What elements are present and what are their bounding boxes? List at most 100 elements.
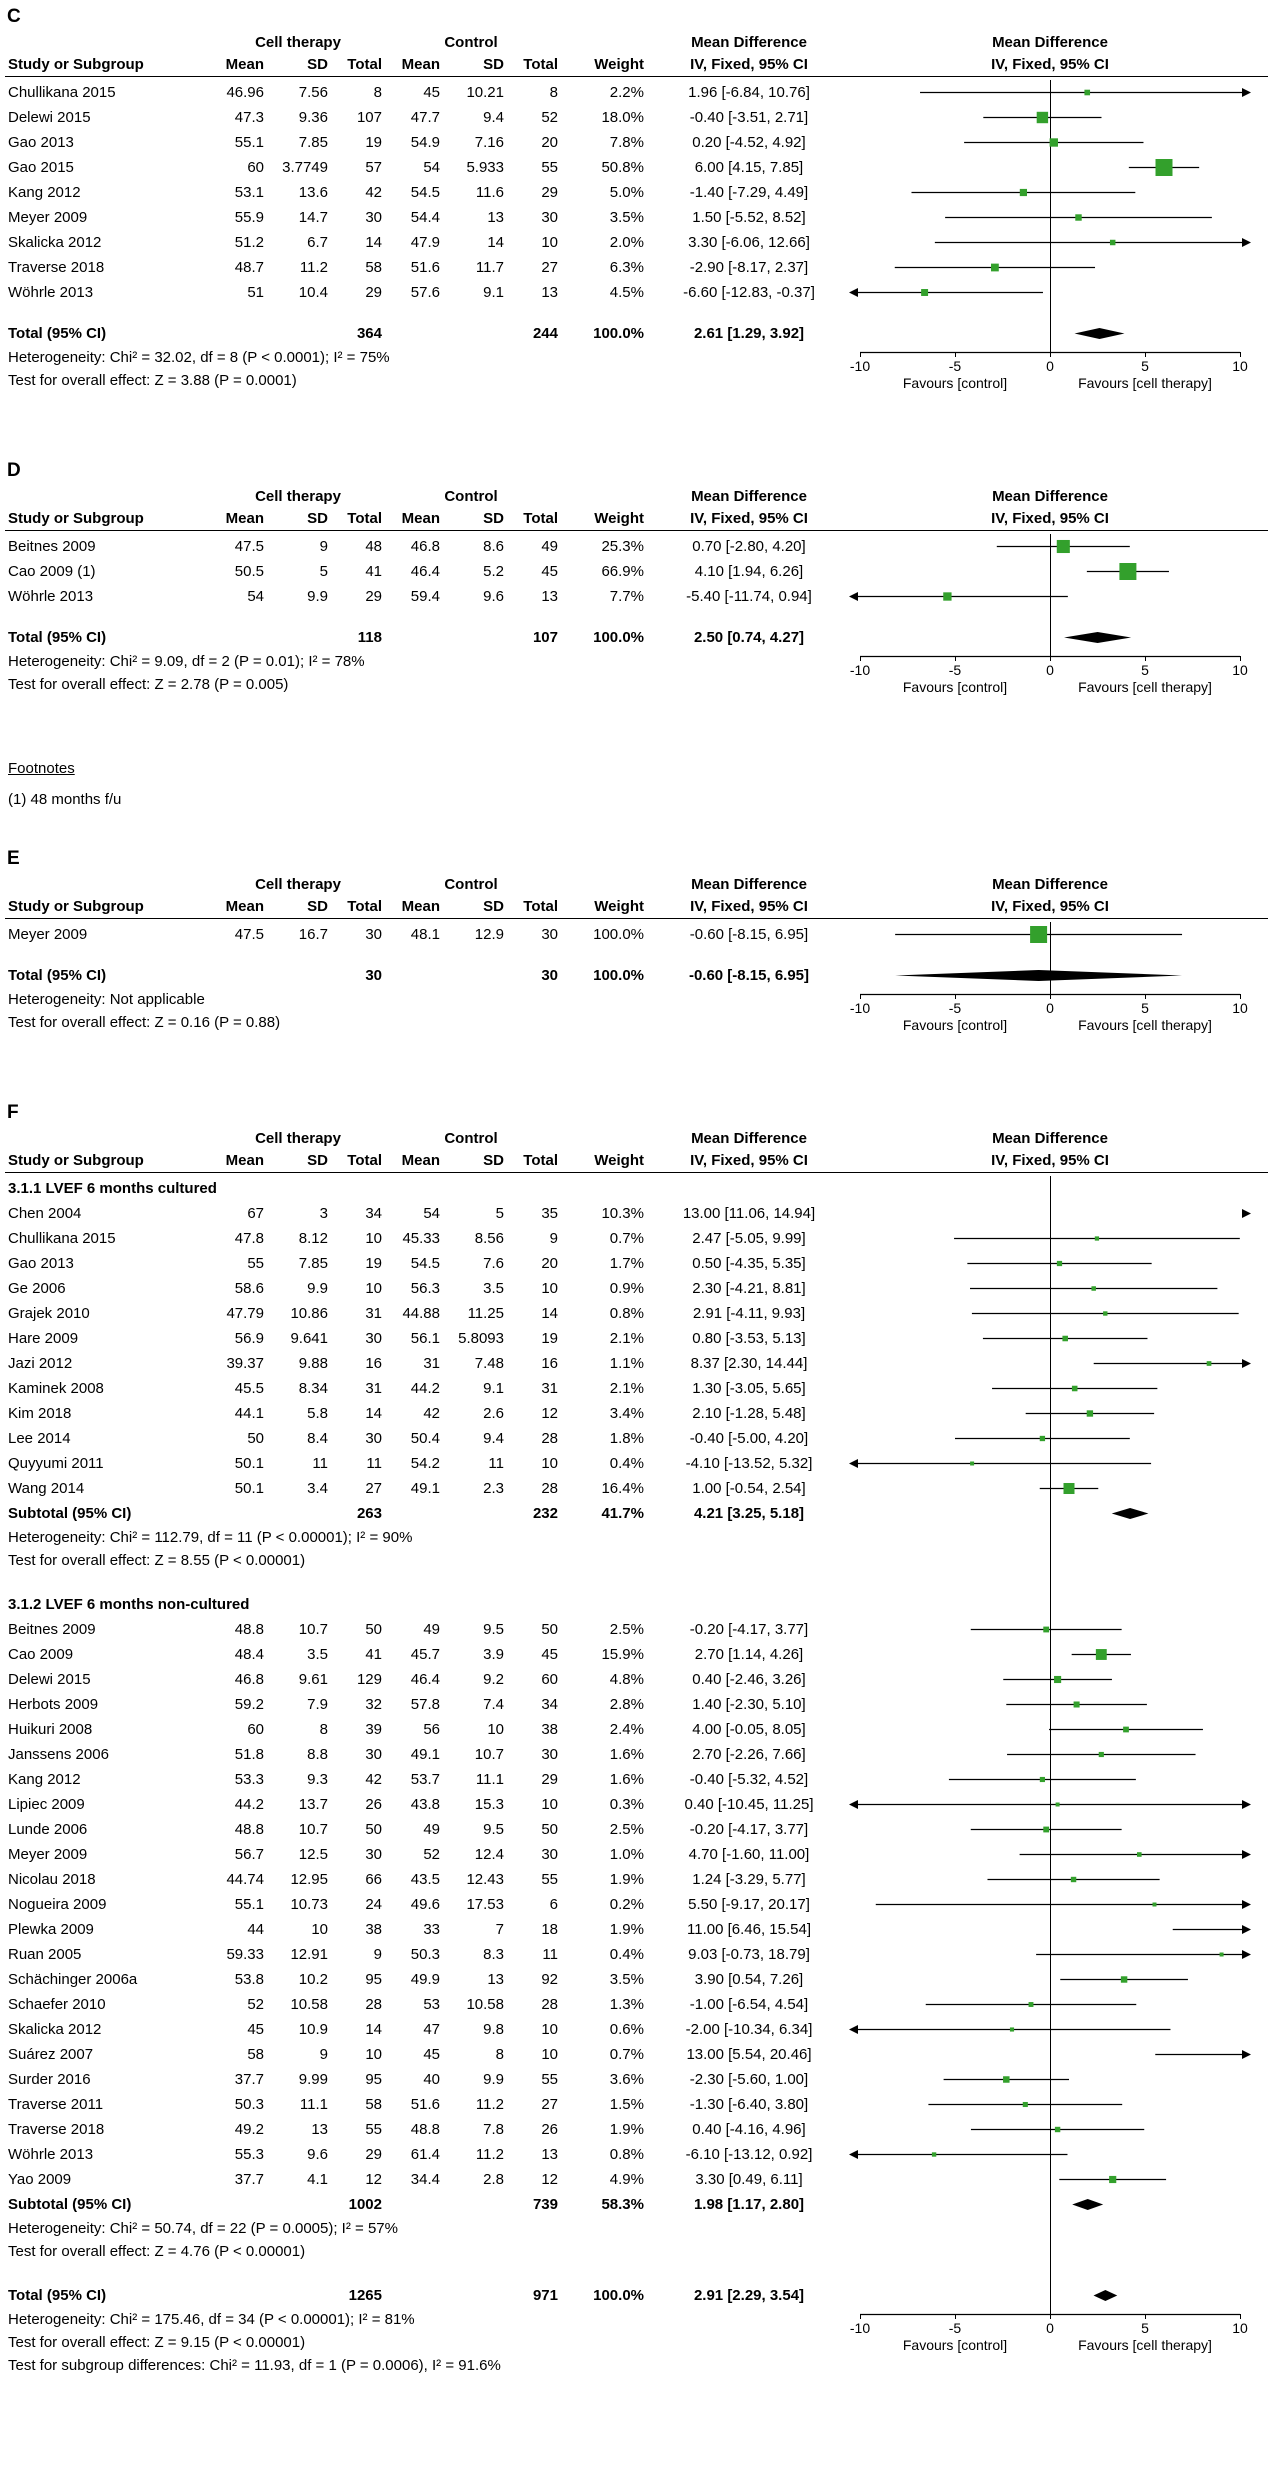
ctrl-sd: 8.3 — [483, 1946, 504, 1963]
study-row: Delewi 2015 46.8 9.61 129 46.4 9.2 60 4.8% 0.40 … — [0, 1667, 1274, 1692]
study-label: Meyer 2009 — [8, 209, 88, 226]
study-row: Janssens 2006 51.8 8.8 30 49.1 10.7 30 1.6% 2.70… — [0, 1742, 1274, 1767]
ctrl-sd: 7.48 — [474, 1355, 504, 1372]
study-row: Skalicka 2012 45 10.9 14 47 9.8 10 0.6% -2.00 [-… — [0, 2017, 1274, 2042]
treat-total: 29 — [365, 284, 382, 301]
weight-value: 1.6% — [609, 1771, 644, 1788]
treat-total: 28 — [365, 1996, 382, 2013]
note-row: Heterogeneity: Chi² = 9.09, df = 2 (P = … — [0, 650, 1274, 673]
md-ci-text: 9.03 [-0.73, 18.79] — [688, 1946, 810, 1963]
md-ci-text: 1.50 [-5.52, 8.52] — [692, 209, 806, 226]
md-ci-text: 2.70 [1.14, 4.26] — [694, 1646, 804, 1663]
weight-value: 0.2% — [609, 1896, 644, 1913]
treat-mean: 45 — [247, 2021, 264, 2038]
treat-mean: 47.5 — [234, 926, 264, 943]
header-rule — [5, 530, 1268, 531]
treat-sd: 9.88 — [298, 1355, 328, 1372]
analysis-note: Heterogeneity: Chi² = 112.79, df = 11 (P… — [8, 1529, 413, 1546]
ctrl-total: 13 — [541, 284, 558, 301]
ctrl-mean: 54.4 — [410, 209, 440, 226]
study-row: Lipiec 2009 44.2 13.7 26 43.8 15.3 10 0.3% 0.40 … — [0, 1792, 1274, 1817]
study-label: Quyyumi 2011 — [8, 1455, 104, 1472]
study-row: Surder 2016 37.7 9.99 95 40 9.9 55 3.6% -2.30 [-… — [0, 2067, 1274, 2092]
col-header-total-ctrl: Total — [523, 510, 558, 527]
ctrl-mean: 53.7 — [410, 1771, 440, 1788]
ctrl-total: 27 — [541, 2096, 558, 2113]
treat-mean: 46.96 — [226, 84, 264, 101]
note-row: Test for subgroup differences: Chi² = 11… — [0, 2354, 1274, 2377]
weight-value: 100.0% — [593, 629, 644, 646]
study-row: Schaefer 2010 52 10.58 28 53 10.58 28 1.3% -1.00… — [0, 1992, 1274, 2017]
treat-sd: 13 — [311, 2121, 328, 2138]
col-header-weight: Weight — [594, 510, 644, 527]
treat-total: 58 — [365, 259, 382, 276]
treat-total: 95 — [365, 1971, 382, 1988]
total-row: Total (95% CI) 118 107 100.0% 2.50 [0.74, 4.… — [0, 625, 1274, 650]
weight-value: 1.9% — [609, 2121, 644, 2138]
treat-sd: 10.7 — [298, 1621, 328, 1638]
panel-body: Cell therapy Control Mean Difference Mean D… — [0, 872, 1274, 1068]
study-label: Gao 2013 — [8, 134, 74, 151]
study-label: Kaminek 2008 — [8, 1380, 104, 1397]
treat-sd: 10.4 — [298, 284, 328, 301]
subtotal-label: Subtotal (95% CI) — [8, 2196, 132, 2213]
ctrl-mean: 50.3 — [410, 1946, 440, 1963]
study-label: Plewka 2009 — [8, 1921, 94, 1938]
md-ci-text: -1.30 [-6.40, 3.80] — [689, 2096, 809, 2113]
treat-mean: 47.5 — [234, 538, 264, 555]
ctrl-mean: 49 — [423, 1821, 440, 1838]
group-header-control: Control — [444, 1130, 498, 1147]
subtotal-row: Subtotal (95% CI) 1002 739 58.3% 1.98 [1.17,… — [0, 2192, 1274, 2217]
study-label: Lee 2014 — [8, 1430, 71, 1447]
study-row: Cao 2009 (1) 50.5 5 41 46.4 5.2 45 66.9% 4.10 [1… — [0, 559, 1274, 584]
study-label: Yao 2009 — [8, 2171, 72, 2188]
ctrl-mean: 49.1 — [410, 1480, 440, 1497]
study-row: Traverse 2018 48.7 11.2 58 51.6 11.7 27 6.3% -2.… — [0, 255, 1274, 280]
study-row: Gao 2015 60 3.7749 57 54 5.933 55 50.8% 6.00 [4.… — [0, 155, 1274, 180]
col-header-sd-ctrl: SD — [483, 510, 504, 527]
md-ci-text: 1.96 [-6.84, 10.76] — [688, 84, 810, 101]
study-label: Kang 2012 — [8, 184, 81, 201]
treat-sd: 14.7 — [298, 209, 328, 226]
subgroup-header-row: 3.1.2 LVEF 6 months non-cultured — [0, 1592, 1274, 1617]
md-ci-text: 3.90 [0.54, 7.26] — [694, 1971, 804, 1988]
col-header-sd-treat: SD — [307, 56, 328, 73]
ctrl-mean: 40 — [423, 2071, 440, 2088]
col-header-mean-treat: Mean — [225, 510, 264, 527]
treat-mean: 48.8 — [234, 1821, 264, 1838]
md-ci-text: 6.00 [4.15, 7.85] — [694, 159, 804, 176]
forest-panel-C: C Cell therapy Control Mean Difference Mean … — [0, 2, 1274, 426]
weight-value: 50.8% — [601, 159, 644, 176]
treat-sd: 10.58 — [290, 1996, 328, 2013]
analysis-note: Test for overall effect: Z = 3.88 (P = 0… — [8, 372, 297, 389]
ctrl-total: 55 — [541, 1871, 558, 1888]
study-row: Cao 2009 48.4 3.5 41 45.7 3.9 45 15.9% 2.70 [1.1… — [0, 1642, 1274, 1667]
ctrl-mean: 49 — [423, 1621, 440, 1638]
weight-value: 5.0% — [609, 184, 644, 201]
ctrl-sd: 7.16 — [474, 134, 504, 151]
ctrl-mean: 45.7 — [410, 1646, 440, 1663]
treat-sd: 9.6 — [307, 2146, 328, 2163]
study-label: Ruan 2005 — [8, 1946, 82, 1963]
treat-total: 118 — [357, 629, 382, 646]
study-row: Traverse 2018 49.2 13 55 48.8 7.8 26 1.9% 0.40 [… — [0, 2117, 1274, 2142]
analysis-note: Test for subgroup differences: Chi² = 11… — [8, 2357, 501, 2374]
md-ci-text: 0.50 [-4.35, 5.35] — [692, 1255, 806, 1272]
md-ci-text: -0.20 [-4.17, 3.77] — [689, 1821, 809, 1838]
col-header-mean-ctrl: Mean — [401, 510, 440, 527]
ctrl-mean: 45 — [423, 84, 440, 101]
weight-value: 1.0% — [609, 1846, 644, 1863]
ctrl-mean: 49.6 — [410, 1896, 440, 1913]
group-header-mean-difference-text: Mean Difference — [691, 876, 807, 893]
treat-total: 1002 — [348, 2196, 382, 2213]
weight-value: 0.8% — [609, 2146, 644, 2163]
ctrl-mean: 33 — [423, 1921, 440, 1938]
ctrl-mean: 57.6 — [410, 284, 440, 301]
ctrl-mean: 47.7 — [410, 109, 440, 126]
total-row: Total (95% CI) 1265 971 100.0% 2.91 [2.29, 3… — [0, 2283, 1274, 2308]
ctrl-mean: 59.4 — [410, 588, 440, 605]
md-ci-text: 0.40 [-10.45, 11.25] — [684, 1796, 814, 1813]
weight-value: 0.8% — [609, 1305, 644, 1322]
note-row: Test for overall effect: Z = 0.16 (P = 0… — [0, 1011, 1274, 1034]
treat-mean: 55.1 — [234, 134, 264, 151]
